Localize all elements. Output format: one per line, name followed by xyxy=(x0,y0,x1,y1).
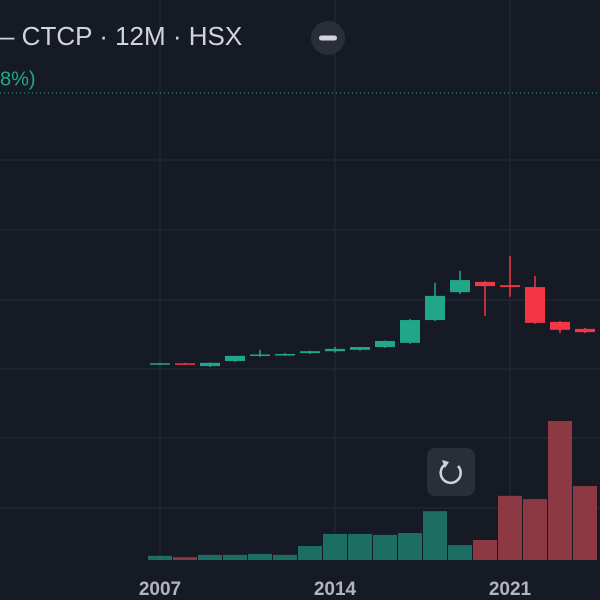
candle-body xyxy=(275,354,295,356)
volume-bar xyxy=(248,553,272,560)
x-tick-label: 2007 xyxy=(139,579,181,600)
volume-bar xyxy=(373,534,397,560)
candle-body xyxy=(250,354,270,356)
candle-body xyxy=(150,363,170,365)
reset-icon xyxy=(439,462,462,485)
volume-bar xyxy=(548,420,572,560)
volume-bar xyxy=(448,545,472,560)
candle-body xyxy=(500,285,520,288)
volume-bar xyxy=(423,511,447,560)
volume-bar xyxy=(173,557,197,560)
candle-body xyxy=(475,281,495,287)
volume-bar xyxy=(498,495,522,560)
volume-bar xyxy=(523,499,547,560)
candle-body xyxy=(325,348,345,352)
volume-bar xyxy=(323,533,347,560)
candle-body xyxy=(550,321,570,330)
volume-bar xyxy=(148,555,172,560)
candle-body xyxy=(300,351,320,354)
volume-bar xyxy=(273,554,297,560)
volume-bar xyxy=(473,540,497,560)
grid xyxy=(0,0,600,560)
candle-body xyxy=(175,363,195,365)
volume-bar xyxy=(573,486,597,560)
collapse-icon xyxy=(319,35,337,41)
candle-body xyxy=(525,287,545,323)
volume-bar xyxy=(198,554,222,560)
x-tick-label: 2014 xyxy=(314,579,357,600)
candle-body xyxy=(225,355,245,361)
volume-bar xyxy=(223,554,247,560)
reset-arrow xyxy=(442,460,449,468)
volume-bar xyxy=(398,533,422,560)
candle-body xyxy=(575,328,595,333)
x-tick-label: 2021 xyxy=(489,579,532,600)
candle-body xyxy=(425,295,445,321)
candle-body xyxy=(375,340,395,348)
series xyxy=(148,255,597,560)
volume-bar xyxy=(298,546,322,560)
change-text: 8%) xyxy=(0,68,36,90)
symbol-title: – CTCP · 12M · HSX xyxy=(0,21,242,51)
candle-body xyxy=(450,280,470,293)
candle-body xyxy=(200,362,220,367)
candle-body xyxy=(400,320,420,343)
volume-bar xyxy=(348,533,372,560)
reset-button[interactable] xyxy=(427,448,475,496)
candle-body xyxy=(350,347,370,350)
